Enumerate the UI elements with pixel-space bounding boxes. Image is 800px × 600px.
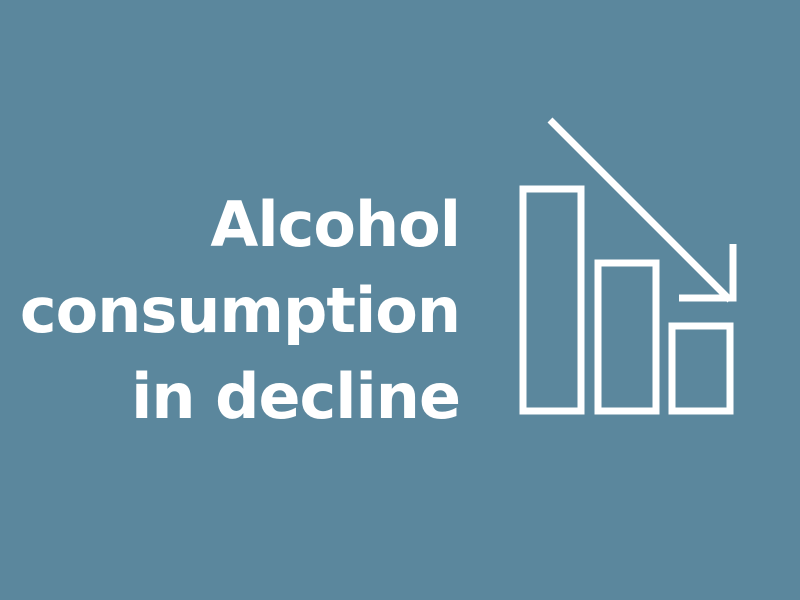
tall-bar-icon (519, 185, 585, 415)
headline-line-2: consumption (19, 274, 461, 347)
headline-line-3: in decline (131, 360, 461, 433)
headline-line-1: Alcohol (210, 188, 461, 261)
medium-bar-icon (594, 259, 660, 415)
short-bar-icon (668, 322, 734, 415)
downward-arrow-head-icon (679, 244, 737, 302)
declining-bar-chart-icon (519, 117, 737, 415)
headline: Alcohol consumption in decline (19, 182, 461, 440)
downward-arrow-shaft-icon (547, 117, 733, 303)
